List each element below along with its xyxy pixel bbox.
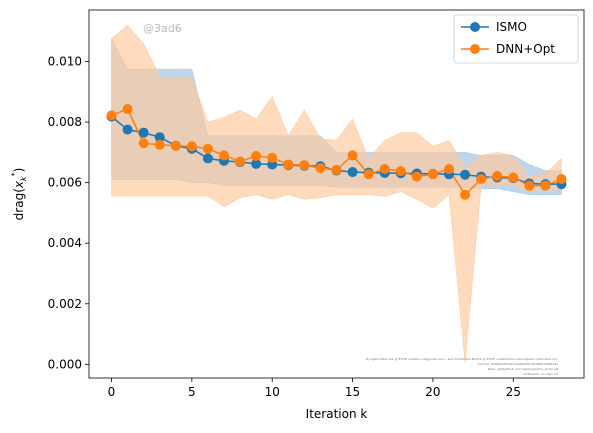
point-dnn-opt (299, 160, 310, 171)
point-dnn-opt (347, 150, 358, 161)
x-tick-label: 5 (188, 385, 196, 399)
confidence-bands (111, 24, 562, 363)
point-dnn-opt (283, 159, 294, 170)
series-markers (106, 104, 567, 200)
point-dnn-opt (315, 163, 326, 174)
point-dnn-opt (202, 143, 213, 154)
point-dnn-opt (540, 180, 551, 191)
watermark: @3ad6 (143, 22, 182, 35)
plot-frame (88, 9, 585, 379)
point-dnn-opt (106, 110, 117, 121)
point-dnn-opt (251, 150, 262, 161)
legend: ISMO DNN+Opt (453, 14, 579, 64)
point-dnn-opt (476, 174, 487, 185)
credits-line: By Kjetil Olsen Lye @ ETHZ <kjetil.o.lye… (366, 357, 558, 361)
x-tick-label: 15 (345, 385, 360, 399)
x-axis-ticks: 0 5 10 15 20 25 (108, 378, 521, 399)
point-dnn-opt (395, 166, 406, 177)
point-dnn-opt (267, 152, 278, 163)
point-ismo (202, 153, 213, 164)
point-dnn-opt (508, 172, 519, 183)
point-ismo (138, 127, 149, 138)
point-dnn-opt (444, 164, 454, 175)
point-dnn-opt (170, 140, 181, 151)
y-tick-label: 0.010 (48, 54, 82, 68)
point-dnn-opt (379, 164, 390, 175)
credits-line: Commit: 3ad6e01f23e1fce428e930cf0ef89149… (477, 362, 558, 366)
y-tick-label: 0.006 (48, 176, 82, 190)
point-ismo (122, 124, 133, 135)
legend-marker-ismo (470, 22, 480, 32)
point-dnn-opt (186, 141, 197, 152)
point-ismo (460, 169, 471, 180)
legend-marker-dnn-opt (470, 44, 480, 54)
point-ismo (251, 158, 262, 169)
credits-line: Repo: git@github.com:kjetil-lye/ismo_air… (488, 367, 559, 371)
legend-label-ismo: ISMO (496, 20, 527, 34)
y-tick-label: 0.004 (48, 236, 82, 250)
point-ismo (154, 132, 165, 143)
point-dnn-opt (411, 171, 422, 182)
point-dnn-opt (427, 169, 438, 180)
y-axis-title: drag(xk*) (10, 168, 28, 221)
y-tick-label: 0.008 (48, 115, 82, 129)
x-axis-title: Iteration k (306, 407, 368, 421)
point-dnn-opt (235, 156, 246, 167)
y-axis-ticks: 0.000 0.002 0.004 0.006 0.008 0.010 (48, 54, 89, 371)
point-dnn-opt (219, 150, 229, 161)
point-dnn-opt (122, 104, 133, 115)
point-dnn-opt (154, 139, 165, 150)
point-ismo (347, 167, 358, 178)
credits-line: Hostname: eu-login-23 (524, 372, 558, 376)
point-dnn-opt (363, 169, 374, 180)
y-tick-label: 0.000 (48, 357, 82, 371)
point-dnn-opt (492, 170, 503, 181)
credits-text: By Kjetil Olsen Lye @ ETHZ <kjetil.o.lye… (366, 357, 559, 376)
x-tick-label: 0 (108, 385, 116, 399)
x-tick-label: 20 (425, 385, 440, 399)
point-dnn-opt (460, 189, 471, 200)
y-tick-label: 0.002 (48, 297, 82, 311)
x-tick-label: 10 (265, 385, 280, 399)
point-dnn-opt (556, 174, 567, 185)
point-dnn-opt (331, 164, 342, 175)
x-tick-label: 25 (506, 385, 521, 399)
legend-label-dnn-opt: DNN+Opt (496, 42, 555, 56)
point-dnn-opt (524, 180, 535, 191)
point-dnn-opt (138, 138, 149, 149)
